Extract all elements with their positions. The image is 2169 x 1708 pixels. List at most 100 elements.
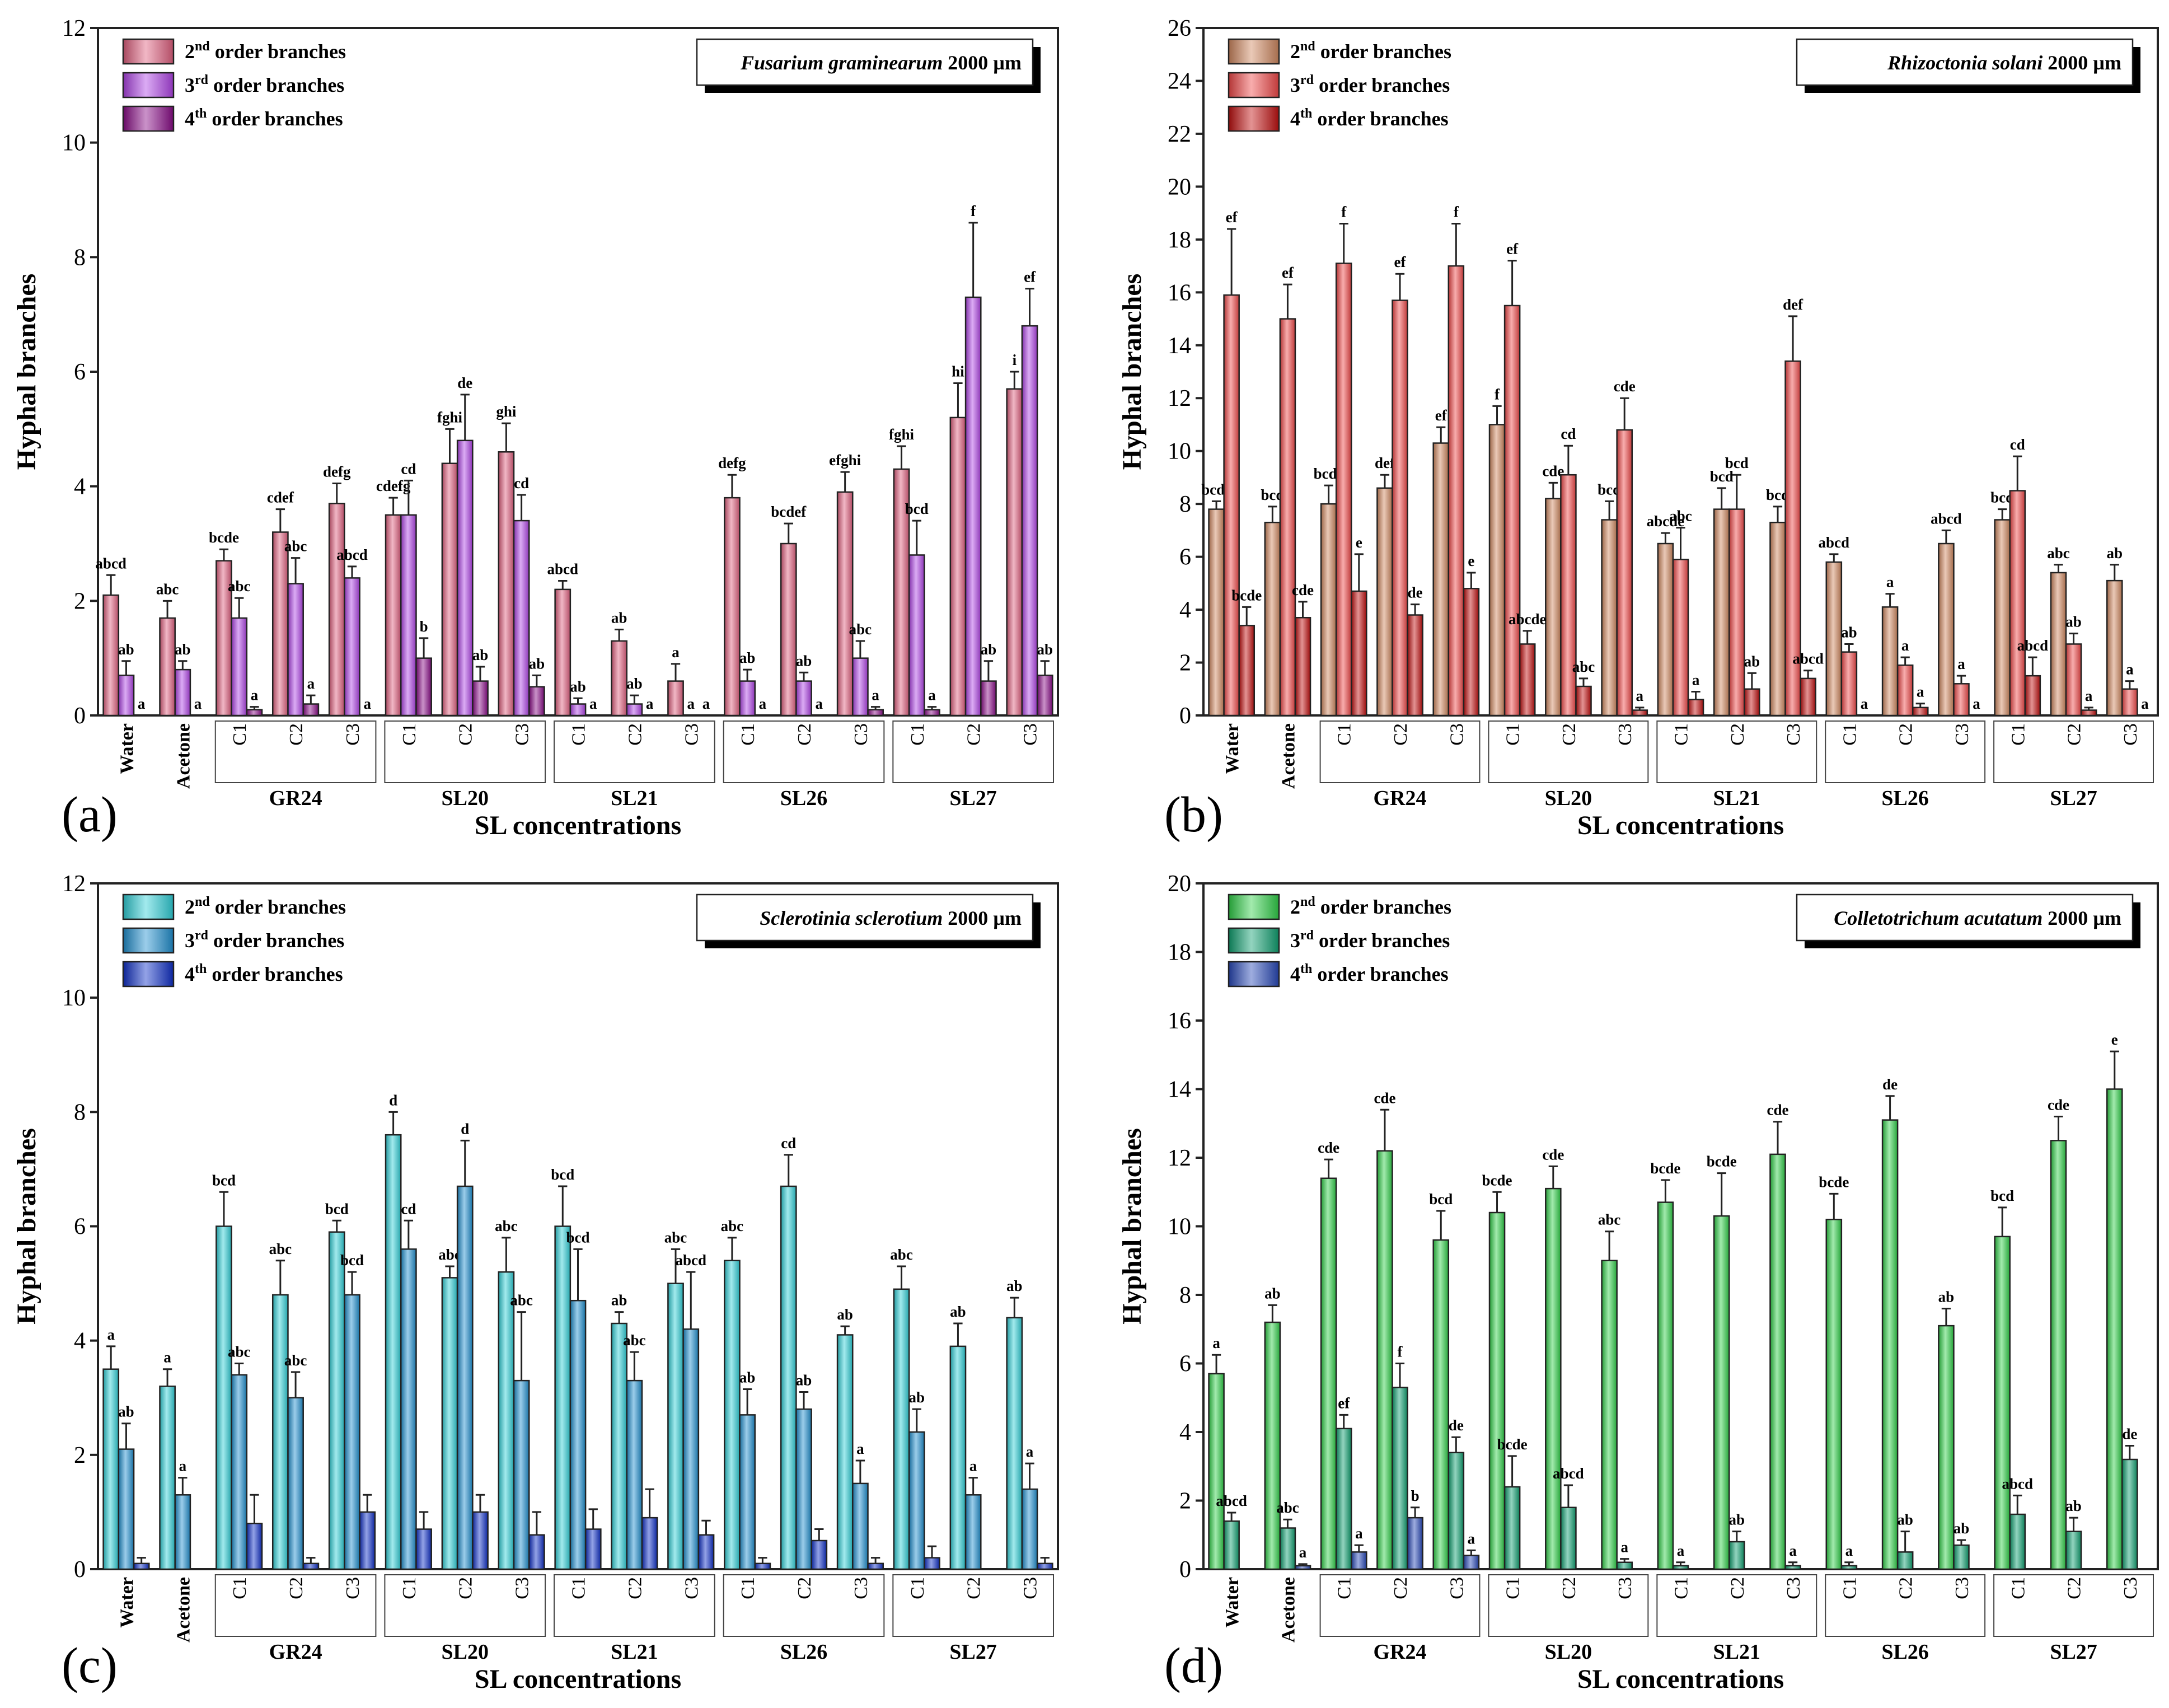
group-box xyxy=(1488,720,1649,783)
significance-letter: cd xyxy=(1561,425,1576,442)
significance-letter: ab xyxy=(570,678,586,695)
bar xyxy=(2121,1458,2138,1570)
group-box xyxy=(384,1574,546,1637)
bar xyxy=(1825,1219,1843,1570)
x-tick-label: C1 xyxy=(1839,1577,1860,1599)
x-tick-label: C3 xyxy=(851,1577,872,1599)
significance-letter: abc xyxy=(849,621,872,638)
bar xyxy=(1447,1452,1465,1570)
x-tick-label: C3 xyxy=(343,723,363,746)
significance-letter: a xyxy=(969,1458,977,1475)
y-tick-label: 10 xyxy=(1168,439,1191,465)
significance-letter: b xyxy=(420,618,428,635)
significance-letter: cd xyxy=(781,1135,796,1152)
x-tick-label: Acetone xyxy=(173,1577,194,1643)
x-tick-label: C1 xyxy=(1503,723,1524,746)
group-box xyxy=(1319,1574,1481,1637)
significance-letter: a xyxy=(1901,637,1909,654)
x-tick-label: C1 xyxy=(229,1577,250,1599)
bar xyxy=(836,491,854,717)
bar xyxy=(415,657,432,717)
bar xyxy=(795,1408,812,1570)
x-tick-label: C2 xyxy=(1559,1577,1580,1599)
significance-letter: abc xyxy=(890,1246,913,1263)
bar xyxy=(1616,1561,1633,1570)
significance-letter: a xyxy=(138,695,146,712)
legend-entry: 2nd order branches xyxy=(185,39,346,63)
significance-letter: a xyxy=(856,1440,864,1457)
significance-letter: abcd xyxy=(336,546,368,563)
significance-letter: a xyxy=(1677,1542,1685,1559)
bar xyxy=(2106,1088,2123,1570)
bar xyxy=(780,542,797,717)
significance-letter: bcdef xyxy=(771,503,807,520)
bar xyxy=(584,1528,602,1570)
significance-letter: ab xyxy=(950,1303,966,1320)
bar xyxy=(1463,588,1480,717)
significance-letter: de xyxy=(457,375,472,391)
significance-letter: a xyxy=(363,695,371,712)
bar xyxy=(1769,1153,1786,1570)
bar xyxy=(1784,360,1801,717)
significance-letter: bcde xyxy=(1819,1173,1849,1190)
y-tick-label: 0 xyxy=(1179,1557,1191,1583)
significance-letter: a xyxy=(251,687,259,704)
bar xyxy=(1392,1387,1408,1570)
significance-letter: ab xyxy=(2107,545,2123,561)
significance-letter: abc xyxy=(284,1352,307,1369)
significance-letter: ab xyxy=(1729,1512,1745,1528)
group-box xyxy=(892,1574,1054,1637)
x-tick-label: C2 xyxy=(625,723,645,746)
bar xyxy=(1728,508,1745,717)
group-label: SL26 xyxy=(1881,787,1928,810)
bar xyxy=(385,514,402,717)
bar xyxy=(1503,1486,1521,1570)
significance-letter: a xyxy=(1212,1335,1220,1351)
legend-entry: 3rd order branches xyxy=(1290,73,1450,96)
x-tick-label: C1 xyxy=(1334,723,1355,746)
y-tick-label: 8 xyxy=(1179,1283,1191,1308)
significance-letter: defg xyxy=(323,464,351,480)
significance-letter: bcd xyxy=(1429,1191,1453,1208)
bar xyxy=(1392,300,1408,717)
bar xyxy=(611,640,628,717)
significance-letter: cde xyxy=(2048,1097,2069,1113)
bar xyxy=(456,439,474,717)
chart-title: Sclerotinia sclerotium 2000 µm xyxy=(760,907,1022,929)
significance-letter: a xyxy=(1886,574,1894,591)
bar xyxy=(2065,643,2082,717)
significance-letter: ef xyxy=(1024,269,1036,286)
x-tick-label: C3 xyxy=(2120,1577,2141,1599)
bar xyxy=(1006,1317,1023,1570)
x-tick-label: C3 xyxy=(512,1577,533,1599)
bar xyxy=(1631,709,1648,717)
bar xyxy=(159,617,176,717)
bar xyxy=(1575,685,1592,717)
significance-letter: cdef xyxy=(267,489,294,506)
significance-letter: ef xyxy=(1226,209,1238,226)
bar xyxy=(472,680,489,717)
group-label: SL26 xyxy=(1881,1640,1928,1664)
x-tick-label: C2 xyxy=(456,1577,476,1599)
bar xyxy=(287,583,304,717)
significance-letter: a xyxy=(1299,1544,1307,1561)
significance-letter: ab xyxy=(837,1306,853,1323)
bar xyxy=(739,680,756,717)
significance-letter: abc xyxy=(228,1344,251,1360)
group-label: SL27 xyxy=(2050,1640,2097,1664)
y-tick-label: 14 xyxy=(1168,333,1191,359)
significance-letter: a xyxy=(2141,695,2149,712)
chart-title: Fusarium graminearum 2000 µm xyxy=(740,52,1022,74)
significance-letter: ef xyxy=(1435,407,1447,424)
y-tick-label: 10 xyxy=(1168,1214,1191,1240)
bar xyxy=(1896,1551,1914,1570)
legend-swatch xyxy=(122,961,175,988)
bar xyxy=(1335,1428,1352,1570)
bar xyxy=(1769,521,1786,717)
bar xyxy=(1616,429,1633,717)
bar xyxy=(1519,643,1536,717)
x-tick-label: C3 xyxy=(1446,1577,1467,1599)
group-label: SL27 xyxy=(2050,787,2097,810)
significance-letter: abc xyxy=(156,581,179,597)
